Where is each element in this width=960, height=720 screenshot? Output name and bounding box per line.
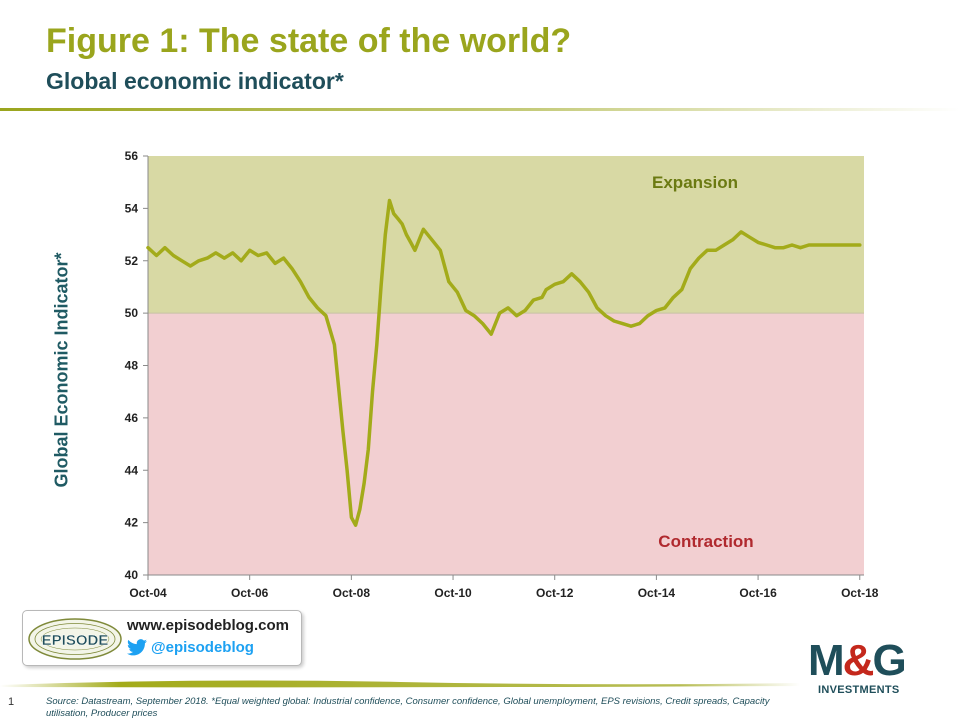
x-tick-label: Oct-10 bbox=[434, 586, 472, 600]
twitter-handle: @episodeblog bbox=[151, 639, 254, 656]
y-tick-label: 48 bbox=[125, 359, 139, 373]
x-tick-label: Oct-16 bbox=[739, 586, 777, 600]
source-note: Source: Datastream, September 2018. *Equ… bbox=[46, 696, 770, 719]
y-tick-label: 52 bbox=[125, 254, 139, 268]
page-title: Figure 1: The state of the world? bbox=[46, 22, 572, 60]
twitter-icon bbox=[127, 639, 147, 656]
x-tick-label: Oct-04 bbox=[129, 586, 167, 600]
y-tick-label: 40 bbox=[125, 568, 139, 582]
y-tick-label: 42 bbox=[125, 516, 139, 530]
blog-promo-box: EPISODE www.episodeblog.com @episodeblog bbox=[22, 610, 302, 666]
mg-logo: M&G bbox=[808, 636, 907, 686]
blog-url: www.episodeblog.com bbox=[127, 617, 289, 634]
x-tick-label: Oct-08 bbox=[333, 586, 371, 600]
episode-logo: EPISODE bbox=[28, 618, 122, 660]
x-tick-label: Oct-18 bbox=[841, 586, 879, 600]
footer-divider bbox=[0, 680, 800, 688]
x-tick-label: Oct-12 bbox=[536, 586, 574, 600]
brand-ampersand: & bbox=[842, 636, 875, 685]
mg-logo-subtitle: INVESTMENTS bbox=[818, 684, 900, 696]
page-number: 1 bbox=[8, 696, 15, 708]
y-tick-label: 50 bbox=[125, 306, 139, 320]
y-tick-label: 54 bbox=[125, 201, 139, 215]
page-subtitle: Global economic indicator* bbox=[46, 68, 344, 94]
region-contraction bbox=[148, 313, 864, 575]
region-expansion bbox=[148, 156, 864, 314]
y-tick-label: 46 bbox=[125, 411, 139, 425]
brand-g: G bbox=[872, 636, 906, 685]
title-underline bbox=[0, 108, 960, 111]
region-label-contraction: Contraction bbox=[658, 532, 753, 551]
x-tick-label: Oct-06 bbox=[231, 586, 269, 600]
y-tick-label: 44 bbox=[125, 463, 139, 477]
y-axis-label: Global Economic Indicator* bbox=[51, 252, 72, 488]
episode-logo-text: EPISODE bbox=[42, 632, 109, 649]
series-line bbox=[146, 198, 862, 527]
y-tick-label: 56 bbox=[125, 149, 139, 163]
brand-m: M bbox=[808, 636, 845, 685]
region-label-expansion: Expansion bbox=[652, 173, 738, 192]
x-tick-label: Oct-14 bbox=[638, 586, 676, 600]
